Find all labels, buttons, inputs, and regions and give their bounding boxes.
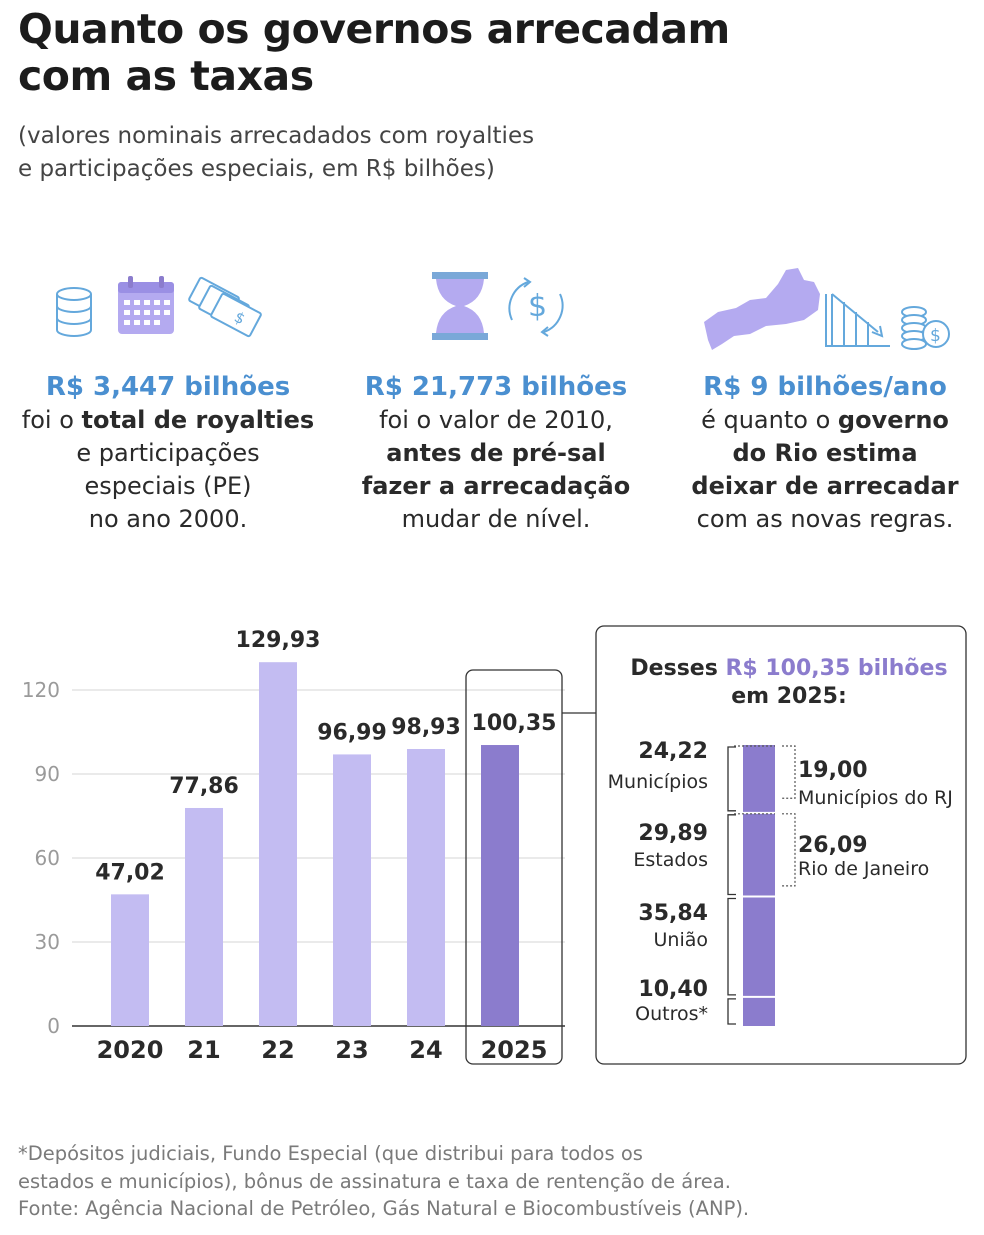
value-label: 47,02 [95,860,165,885]
x-tick-label: 24 [409,1036,442,1064]
stat-description: é quanto o governo do Rio estima deixar … [691,406,959,533]
bar-22 [259,662,297,1026]
subtitle-line-2: e participações especiais, em R$ bilhões… [18,156,495,182]
stat-description: foi o total de royalties e participações… [21,406,315,533]
segment-bracket [727,897,736,996]
sub-segment-value-label: 26,09 [798,833,868,858]
revenue-chart: 0 30 60 90 120 47,02 2020 77,86 21 129,93 22 96,99 2… [22,625,967,1065]
x-tick-label: 21 [187,1036,220,1064]
stack-segment-Municípios [743,745,775,813]
segment-name-label: Municípios [608,771,708,793]
segment-bracket [727,746,736,812]
footnote-line-2: estados e municípios), bônus de assinatu… [18,1169,731,1193]
page-subtitle: (valores nominais arrecadados com royalt… [18,120,778,186]
footnote-line-1: *Depósitos judiciais, Fundo Especial (qu… [18,1142,643,1165]
segment-value-label: 35,84 [638,901,708,926]
segment-name-label: Estados [633,849,708,871]
value-label: 96,99 [317,720,387,745]
sub-segment-value-label: 19,00 [798,758,868,783]
calendar-icon [118,276,174,334]
barrel-icon [56,287,92,337]
stat-value: R$ 9 bilhões/ano [703,372,947,402]
y-tick-label: 30 [35,930,60,954]
segment-name-label: União [654,929,709,951]
declining-chart-icon [825,293,890,347]
value-label: 77,86 [169,774,239,799]
rio-map-icon [704,268,820,350]
breakdown-panel [595,625,967,1065]
stat-value-2010: R$ 21,773 bilhões foi o valor de 2010, a… [336,370,656,536]
sub-segment-bracket [782,813,796,887]
value-label: 100,35 [472,711,557,736]
y-tick-label: 120 [22,678,60,702]
stat-rio-loss: R$ 9 bilhões/ano é quanto o governo do R… [665,370,984,536]
stack-segment-União [743,896,775,997]
stack-segment-Estados [743,812,775,897]
x-tick-label: 2020 [97,1036,164,1064]
segment-bracket [727,998,736,1025]
segment-bracket [727,814,736,896]
stack-segment-Outros* [743,996,775,1026]
x-tick-label: 23 [335,1036,368,1064]
segment-value-label: 24,22 [638,739,708,764]
hourglass-icon [432,272,488,340]
stat-total-2000: R$ 3,447 bilhões foi o total de royaltie… [8,370,328,536]
breakdown-title-line2: em 2025: [731,684,847,709]
subtitle-line-1: (valores nominais arrecadados com royalt… [18,123,535,149]
y-tick-label: 0 [47,1014,60,1038]
svg-text:$: $ [528,289,547,324]
bar-2020 [111,894,149,1026]
highlight-frame [465,669,563,1065]
x-tick-label: 22 [261,1036,294,1064]
value-label: 98,93 [391,715,461,740]
title-line-1: Quanto os governos arrecadam [18,5,730,53]
stat1-icons: $ [56,276,262,338]
bar-23 [333,754,371,1026]
stat-value: R$ 3,447 bilhões [45,372,291,402]
y-tick-label: 90 [35,762,60,786]
page-title: Quanto os governos arrecadam com as taxa… [18,6,918,100]
x-tick-label: 2025 [481,1036,548,1064]
stat3-icons: $ [704,268,950,350]
breakdown-title: Desses R$ 100,35 bilhões [630,656,947,681]
y-tick-label: 60 [35,846,60,870]
segment-value-label: 10,40 [638,977,708,1002]
title-line-2: com as taxas [18,52,314,100]
sub-segment-name-label: Municípios do RJ [798,787,953,809]
bar-21 [185,807,223,1026]
svg-text:$: $ [930,326,941,346]
segment-name-label: Outros* [635,1003,708,1025]
footnote: *Depósitos judiciais, Fundo Especial (qu… [18,1140,918,1223]
coin-stack-icon: $ [901,306,950,350]
segment-value-label: 29,89 [638,821,708,846]
stat2-icons: $ [432,272,564,340]
source-note: Fonte: Agência Nacional de Petróleo, Gás… [18,1197,750,1220]
currency-cycle-icon: $ [508,277,564,337]
money-bills-icon: $ [188,276,262,338]
value-label: 129,93 [236,628,321,653]
stat-description: foi o valor de 2010, antes de pré-sal fa… [361,406,631,533]
stat-value: R$ 21,773 bilhões [364,372,628,402]
bar-24 [407,748,445,1026]
sub-segment-name-label: Rio de Janeiro [798,858,929,880]
bar-2025 [481,745,519,1026]
